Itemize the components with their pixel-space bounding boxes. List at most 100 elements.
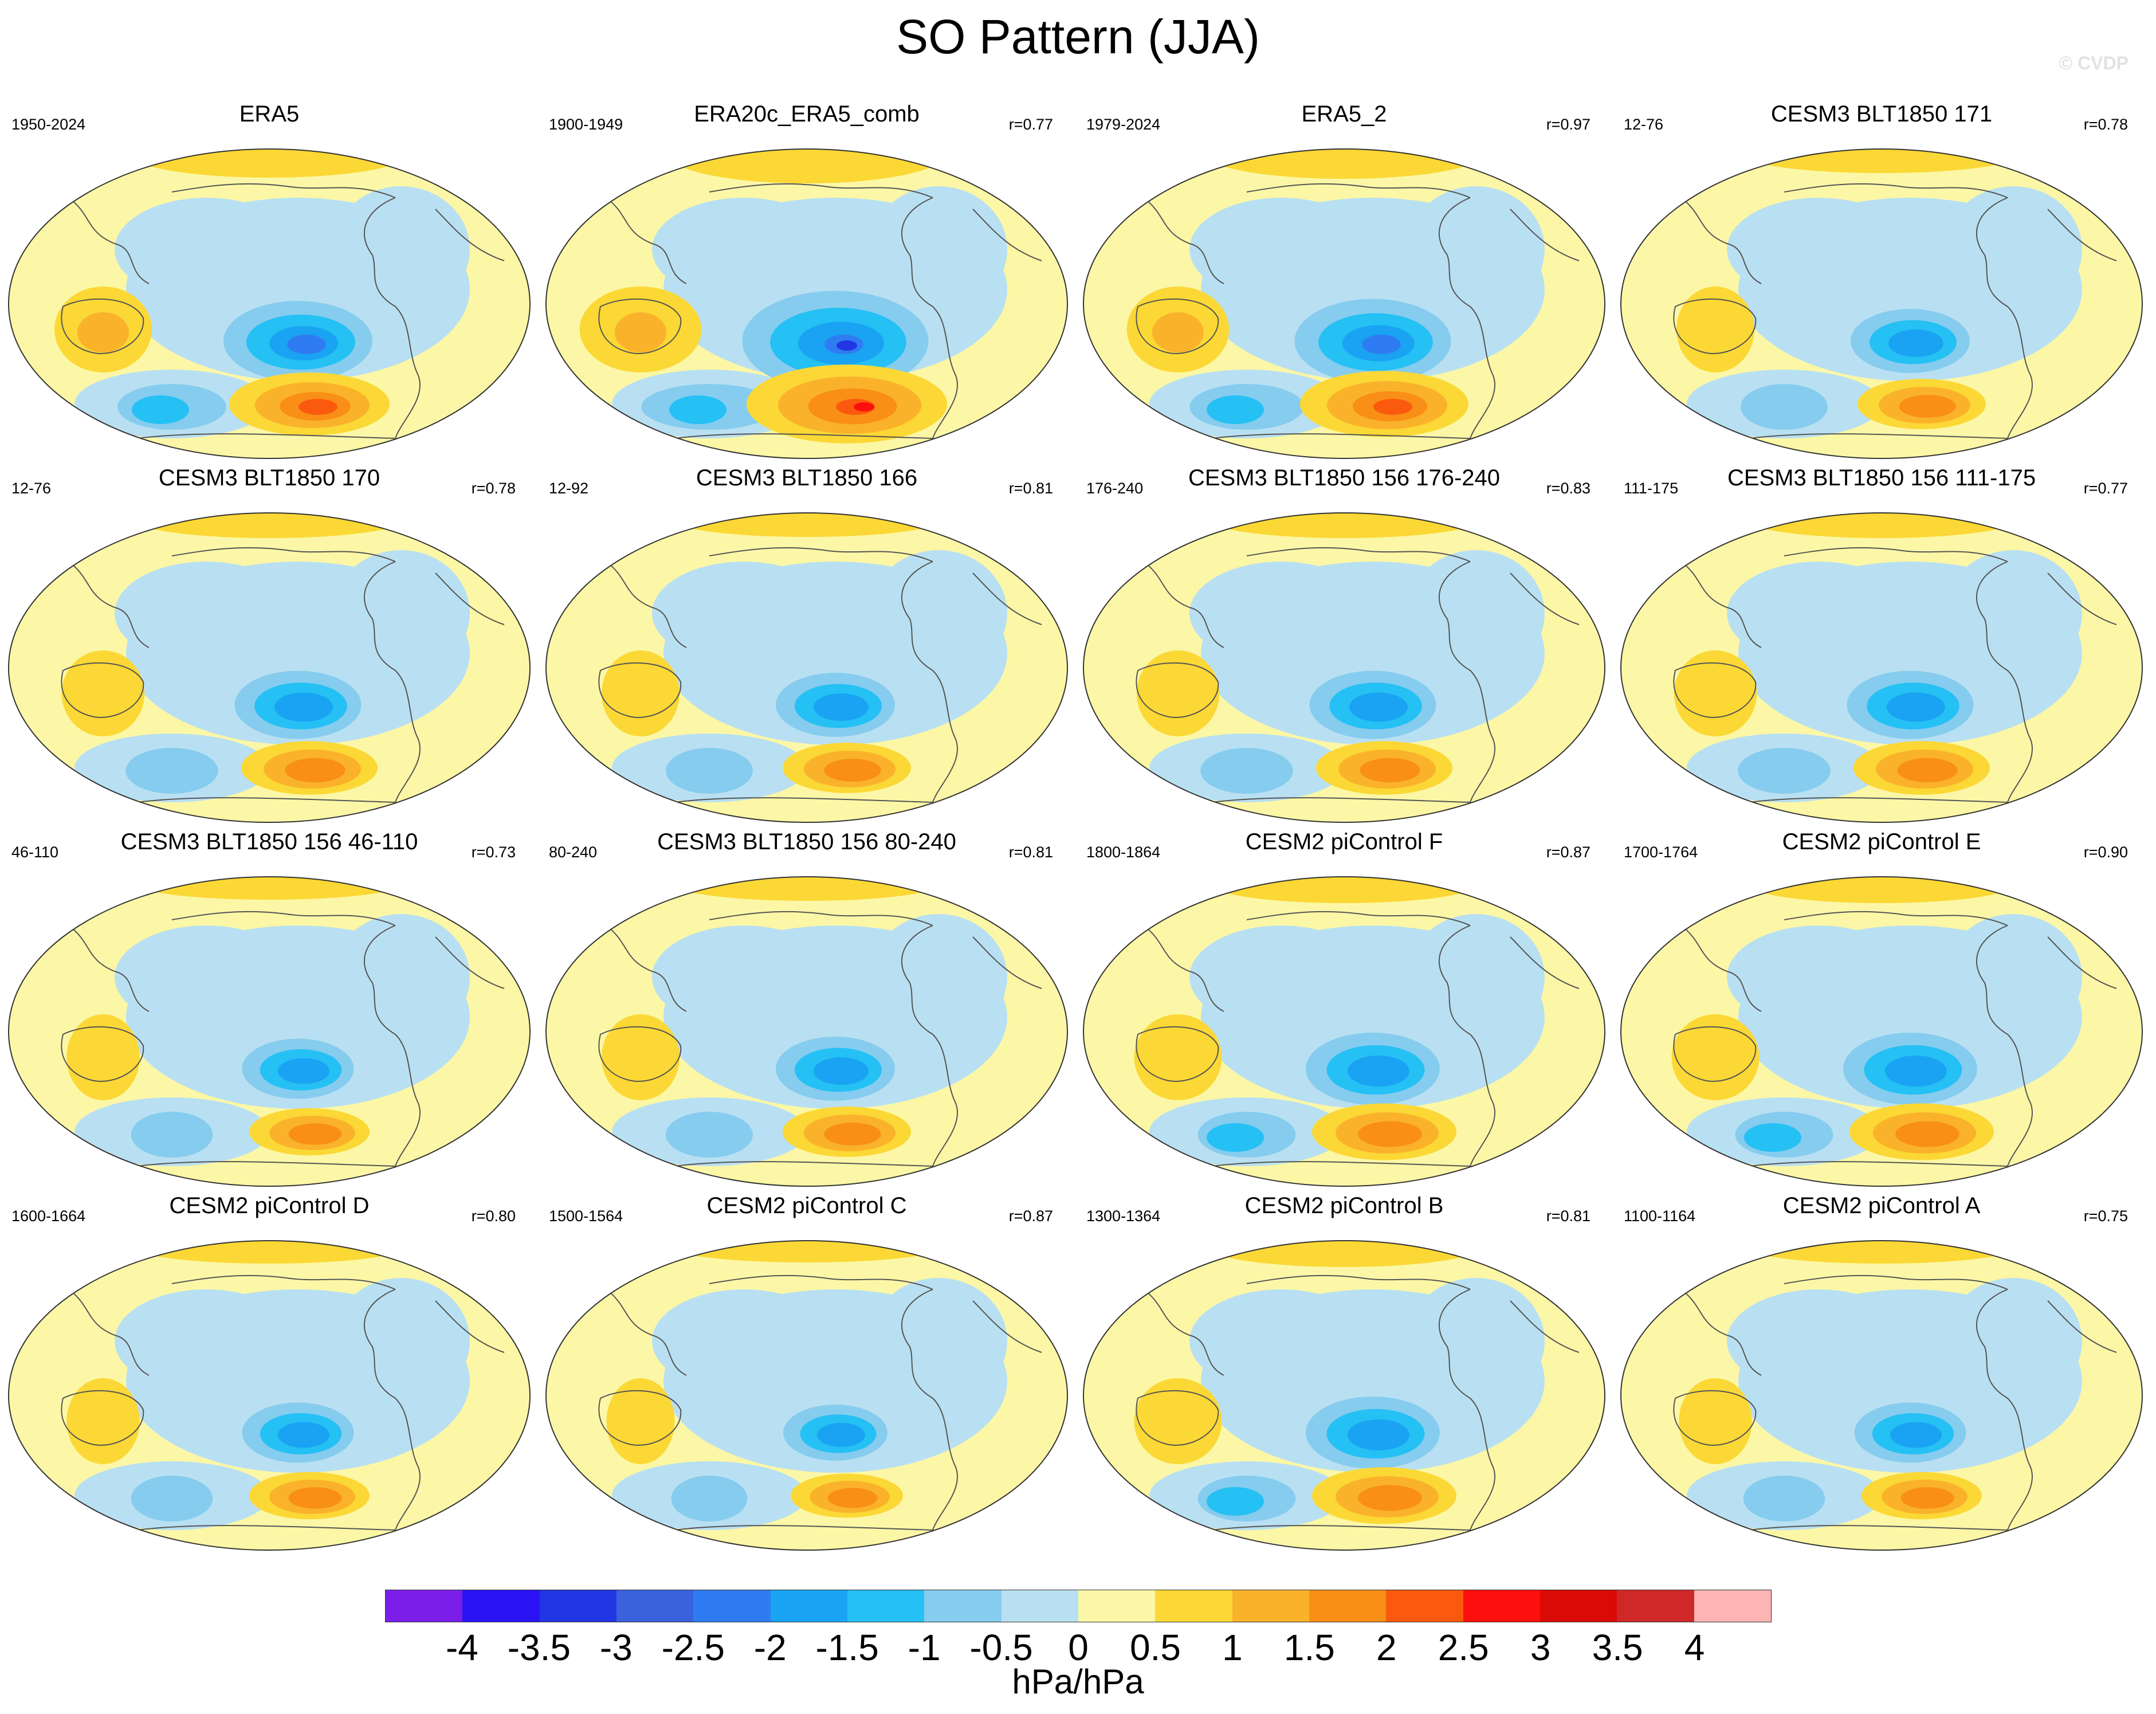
positive-center [1900,1487,1954,1509]
positive-region [1679,1378,1752,1464]
positive-center [288,1487,342,1509]
coastline [1976,1289,2033,1531]
coastline [1680,561,1762,648]
negative-region [1741,384,1828,430]
colorbar-tick-label: -1 [908,1627,941,1668]
coastline [171,911,396,926]
positive-region [1134,1014,1222,1100]
panel-title: CESM3 BLT1850 156 46-110 [120,829,418,854]
negative-center [1885,1056,1947,1087]
map-boundary [1620,876,2143,1187]
map-plot [545,148,1068,459]
colorbar-tick-label: 1 [1222,1627,1243,1668]
positive-center [1899,395,1956,418]
panel-period: 1300-1364 [1086,1207,1161,1225]
coastline [1136,1390,1219,1446]
panel-title: CESM3 BLT1850 166 [696,465,918,491]
coastline [1749,1161,2008,1167]
positive-center [1358,1121,1422,1147]
positive-region [669,149,944,183]
coastline [1136,298,1219,354]
colorbar-swatch [1232,1590,1309,1622]
map-boundary [545,148,1068,459]
positive-region [77,312,129,352]
negative-center [814,693,869,721]
colorbar-tick-label: 2 [1376,1627,1397,1668]
coastline [972,936,1042,989]
colorbar-units: hPa/hPa [1012,1662,1144,1701]
coastline [674,433,933,439]
coastline [171,183,396,198]
colorbar-tick-label: -3.5 [507,1627,571,1668]
figure-title: SO Pattern (JJA) [896,10,1260,64]
panel-period: 12-92 [549,480,589,497]
panel-period: 12-76 [11,480,52,497]
colorbar-swatch [1694,1590,1771,1622]
map-panel: CESM3 BLT1850 170 12-76 r=0.78 [0,464,539,831]
map-boundary [8,148,531,459]
positive-region [1207,1241,1482,1267]
coastline [709,1274,933,1290]
coastline [1976,925,2033,1167]
coastline [1510,572,1580,625]
negative-region [1727,198,1910,301]
coastline [1246,1274,1471,1290]
negative-region [332,914,470,1040]
positive-region [1207,877,1482,903]
panel-title: CESM3 BLT1850 156 111-175 [1727,465,2036,491]
positive-region [66,1378,140,1464]
map-plot [1083,876,1605,1187]
coastline [606,561,687,648]
coastline [1212,797,1471,803]
panel-period: 1800-1864 [1086,844,1161,861]
coastline [598,1390,682,1446]
negative-region [131,1112,213,1158]
coastline [363,925,421,1167]
colorbar-swatch [616,1590,694,1622]
coastline [1784,183,2008,198]
coastline [606,925,687,1012]
coastline [1438,561,1495,803]
negative-region [115,562,298,665]
panel-period: 1700-1764 [1624,844,1698,861]
panel-period: 1600-1664 [11,1207,86,1225]
map-panel: ERA5 1950-2024 [0,100,539,467]
coastline [171,547,396,562]
coastline [61,1390,144,1446]
negative-region [666,748,753,794]
colorbar-tick-label: 3 [1530,1627,1551,1668]
map-panel: CESM3 BLT1850 156 80-240 80-240 r=0.81 [537,828,1076,1195]
negative-region [652,1289,835,1393]
positive-center [288,1123,342,1145]
coastline [363,1289,421,1531]
colorbar-ticks: -4 -3.5 -3 -2.5 -2 -1.5 -1 -0.5 0 0.5 1 1.5 2 2.5 3 3.5… [385,1627,1772,1668]
panel-period: 1979-2024 [1086,116,1161,133]
coastline [606,197,687,284]
negative-center [817,1423,865,1447]
map-plot [8,512,531,823]
coastline [1246,911,1471,926]
negative-center [1348,1056,1409,1087]
coastline [1673,1390,1757,1446]
coastline [598,298,682,354]
colorbar-tick-label: -3 [599,1627,633,1668]
map-panel: CESM3 BLT1850 156 176-240 176-240 r=0.83 [1075,464,1613,831]
positive-region [1134,1378,1222,1464]
coastline [363,561,421,803]
map-boundary [1620,1240,2143,1551]
map-plot [1620,512,2143,823]
map-boundary [545,1240,1068,1551]
coastline [435,1300,505,1353]
coastline [1680,925,1762,1012]
negative-region [332,550,470,676]
map-panel: CESM3 BLT1850 156 111-175 111-175 r=0.77 [1612,464,2151,831]
coastline [1976,197,2033,439]
coastline [1510,936,1580,989]
negative-region [1407,186,1545,312]
negative-region [1945,1278,2082,1404]
coastline [1438,197,1495,439]
panel-correlation: r=0.97 [1546,116,1591,133]
coastline [972,1300,1042,1353]
colorbar-swatch [847,1590,925,1622]
positive-center [1897,758,1958,783]
